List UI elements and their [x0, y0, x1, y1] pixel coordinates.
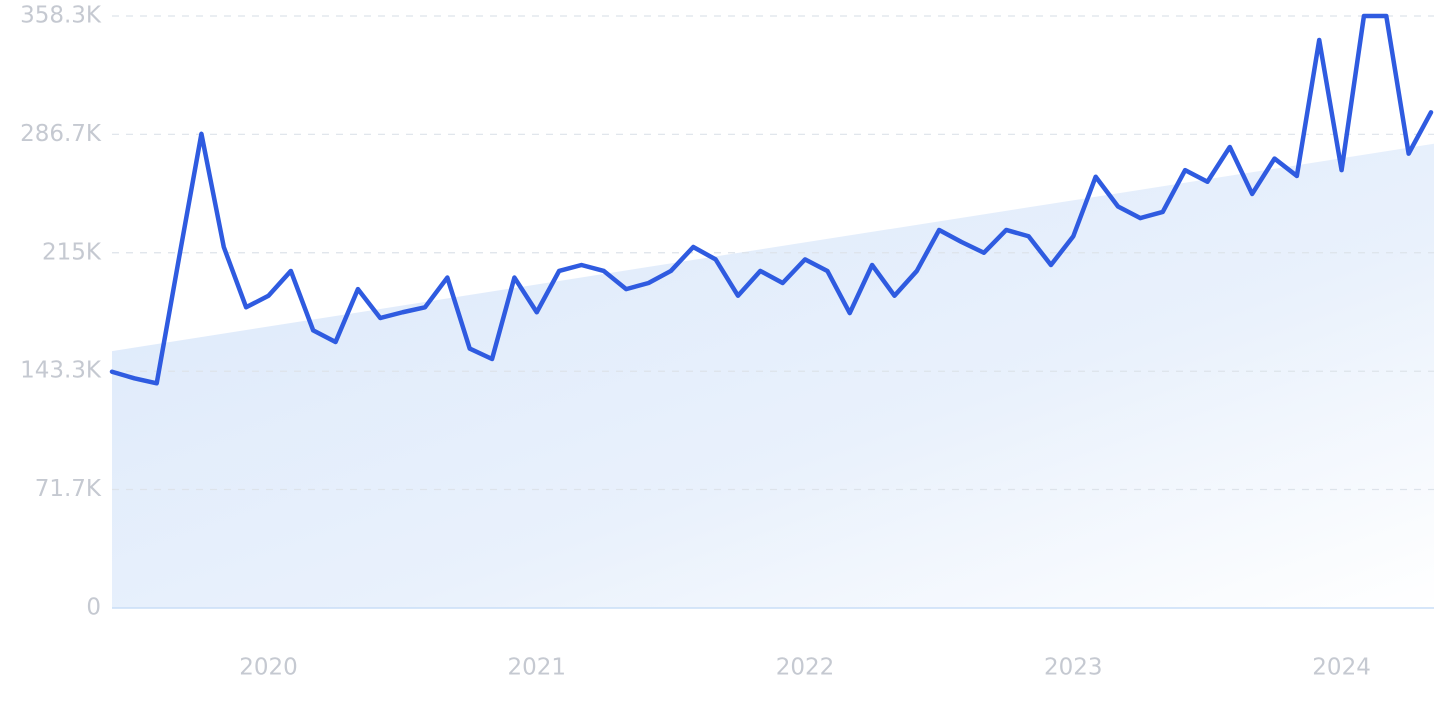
- y-tick-label: 358.3K: [20, 3, 102, 29]
- line: [109, 13, 1434, 386]
- x-tick-label: 2024: [1312, 655, 1371, 681]
- trend-area: [112, 143, 1434, 608]
- x-tick-label: 2022: [776, 655, 835, 681]
- y-tick-label: 143.3K: [20, 358, 102, 384]
- y-tick-label: 215K: [42, 239, 102, 265]
- x-tick-label: 2020: [239, 655, 298, 681]
- y-tick-label: 0: [86, 595, 101, 621]
- y-tick-label: 71.7K: [35, 476, 102, 502]
- y-tick-label: 286.7K: [20, 121, 102, 147]
- x-tick-label: 2023: [1044, 655, 1103, 681]
- x-tick-label: 2021: [507, 655, 566, 681]
